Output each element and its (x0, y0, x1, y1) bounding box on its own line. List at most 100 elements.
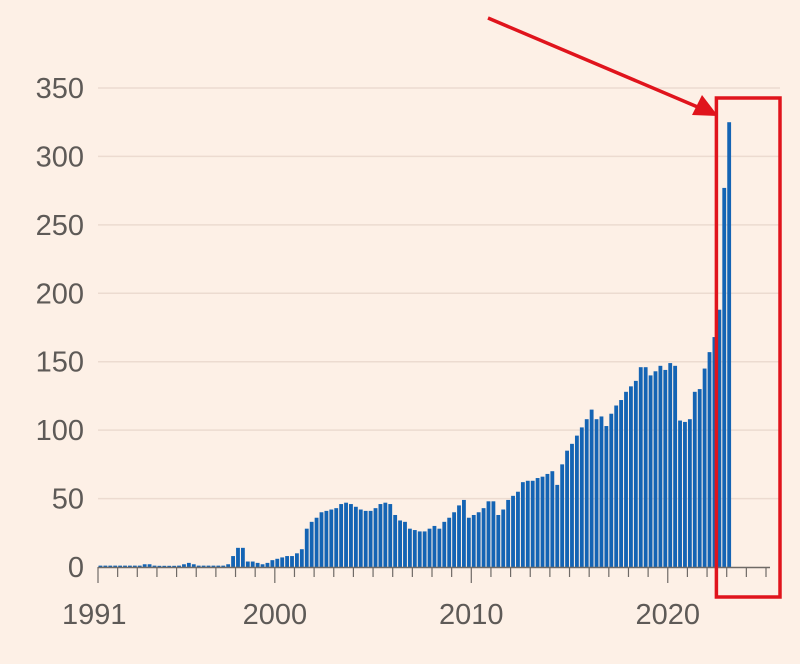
bar (295, 553, 299, 567)
bar (589, 409, 594, 567)
bar (358, 509, 363, 567)
y-tick-label: 50 (52, 484, 84, 516)
x-tick-label: 2010 (439, 599, 504, 631)
bar (619, 400, 624, 567)
bar (103, 565, 108, 567)
bar (609, 413, 614, 567)
bar (520, 482, 525, 567)
bar (196, 565, 201, 567)
bar (457, 505, 461, 567)
bar (432, 525, 437, 567)
bar (437, 528, 442, 567)
bar (304, 528, 309, 567)
bar (687, 419, 692, 567)
bar (206, 565, 211, 567)
bars (98, 122, 732, 568)
bar (466, 517, 471, 567)
gridlines (98, 87, 780, 500)
bar (216, 565, 221, 567)
bar (128, 565, 132, 567)
bar (314, 517, 319, 567)
bar (240, 547, 245, 567)
bar (486, 501, 491, 567)
bar (177, 565, 181, 567)
bar (663, 369, 668, 567)
bar (506, 499, 511, 567)
bar (476, 512, 481, 567)
bar (560, 464, 565, 567)
bar (678, 420, 682, 567)
bar (186, 562, 191, 567)
bar (417, 531, 422, 567)
bar (683, 421, 687, 567)
bar (339, 504, 344, 567)
bar (447, 517, 452, 567)
bar (221, 565, 226, 567)
bar (545, 473, 550, 567)
bar (629, 386, 633, 567)
bar (226, 564, 231, 567)
bar (285, 556, 290, 567)
bar (113, 565, 118, 567)
bar (702, 368, 707, 567)
bar (260, 564, 265, 567)
bar (250, 561, 255, 567)
bar (501, 509, 506, 567)
bar (172, 565, 177, 567)
bar (516, 491, 520, 567)
bar (422, 531, 427, 567)
bar (633, 380, 638, 567)
bar (584, 419, 589, 567)
bar (201, 565, 206, 567)
bar (614, 405, 619, 567)
bar (491, 501, 496, 567)
y-tick-labels: 0 50 100 150 200 250 300 350 (36, 73, 84, 584)
bar (648, 375, 653, 567)
bar (481, 508, 486, 567)
bar (555, 484, 560, 567)
bar (299, 549, 304, 567)
bar (388, 504, 393, 567)
bar (727, 122, 732, 568)
bar (334, 508, 339, 567)
bar (452, 512, 457, 567)
annotation-arrow-head (692, 95, 718, 116)
bar (525, 480, 530, 567)
bar (290, 556, 294, 567)
annotation-arrow (487, 16, 701, 110)
bar (157, 565, 162, 567)
bar (550, 471, 555, 567)
bar (191, 564, 196, 567)
bar (393, 514, 398, 567)
bar (245, 561, 250, 567)
bar (594, 419, 599, 567)
x-tick-label: 2020 (636, 599, 701, 631)
bar (270, 560, 275, 567)
annotation (487, 16, 782, 599)
bar (98, 565, 103, 567)
bar (530, 480, 535, 567)
bar (142, 564, 147, 567)
bar (137, 565, 142, 567)
bar (147, 564, 152, 567)
bar (511, 495, 515, 567)
bar (378, 504, 383, 567)
bar (167, 565, 172, 567)
bar (427, 528, 432, 567)
x-tick-labels: 1991 2000 2010 2020 (62, 599, 700, 631)
bar (162, 565, 167, 567)
bar (398, 520, 402, 567)
y-tick-label: 250 (36, 210, 84, 242)
y-tick-label: 200 (36, 278, 84, 310)
bar (540, 476, 545, 567)
bar (442, 521, 447, 567)
bar (643, 367, 648, 567)
y-tick-label: 0 (68, 552, 84, 584)
bar (363, 510, 368, 567)
bar (349, 504, 353, 567)
bar (407, 528, 412, 567)
y-tick-label: 150 (36, 347, 84, 379)
bar (496, 514, 501, 567)
bar (579, 427, 584, 567)
bar (624, 391, 628, 567)
